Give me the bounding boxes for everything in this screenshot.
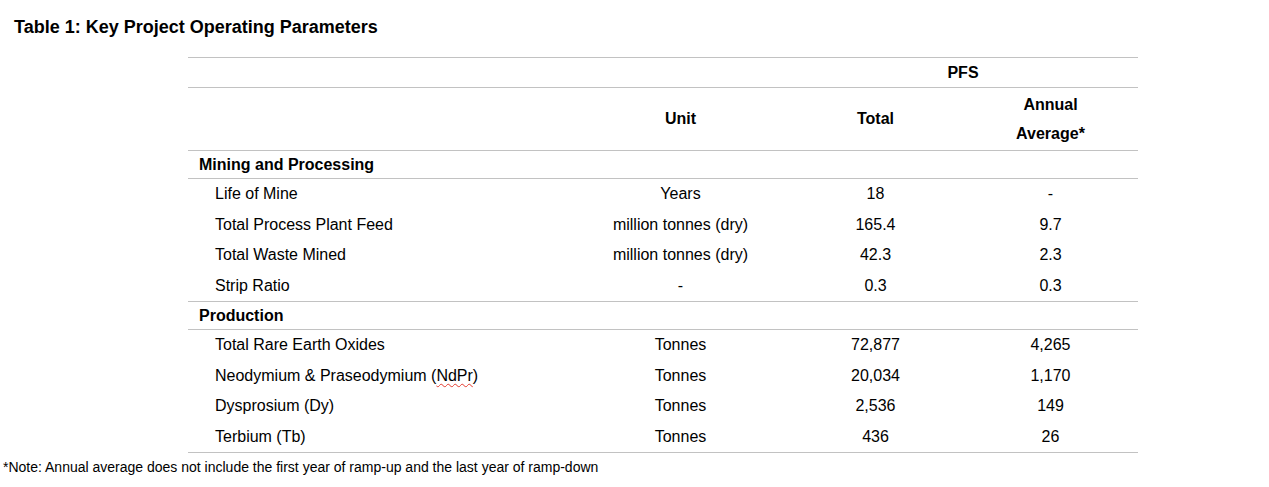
spellcheck-flagged-word[interactable]: NdPr	[436, 367, 472, 384]
param-cell: Total Process Plant Feed	[188, 209, 573, 240]
param-cell: Total Rare Earth Oxides	[188, 330, 573, 361]
group-header-pfs: PFS	[788, 58, 1138, 88]
column-header-annual-average-label: Annual Average*	[1005, 90, 1097, 148]
section-header-mining-and-processing: Mining and Processing	[188, 151, 1138, 179]
annual-average-cell: 1,170	[963, 360, 1138, 391]
unit-cell: Years	[573, 179, 788, 210]
table-title: Table 1: Key Project Operating Parameter…	[14, 16, 378, 38]
table-row: Neodymium & Praseodymium (NdPr) Tonnes 2…	[188, 360, 1138, 391]
param-cell: Total Waste Mined	[188, 240, 573, 271]
column-header-total: Total	[788, 88, 963, 151]
unit-cell: Tonnes	[573, 360, 788, 391]
unit-cell: Tonnes	[573, 422, 788, 453]
document-page: Table 1: Key Project Operating Parameter…	[0, 0, 1269, 487]
annual-average-cell: -	[963, 179, 1138, 210]
param-label-suffix: )	[473, 367, 478, 384]
table-row: Life of Mine Years 18 -	[188, 179, 1138, 210]
table-row: Dysprosium (Dy) Tonnes 2,536 149	[188, 391, 1138, 422]
unit-cell: Tonnes	[573, 391, 788, 422]
table-row: Total Waste Mined million tonnes (dry) 4…	[188, 240, 1138, 271]
unit-cell: -	[573, 271, 788, 302]
annual-average-cell: 4,265	[963, 330, 1138, 361]
param-cell: Strip Ratio	[188, 271, 573, 302]
total-cell: 72,877	[788, 330, 963, 361]
param-cell: Neodymium & Praseodymium (NdPr)	[188, 360, 573, 391]
empty-cell	[188, 58, 788, 88]
annual-average-cell: 2.3	[963, 240, 1138, 271]
unit-cell: million tonnes (dry)	[573, 240, 788, 271]
total-cell: 2,536	[788, 391, 963, 422]
total-cell: 20,034	[788, 360, 963, 391]
total-cell: 18	[788, 179, 963, 210]
annual-average-cell: 0.3	[963, 271, 1138, 302]
total-cell: 436	[788, 422, 963, 453]
section-header-label: Mining and Processing	[188, 151, 1138, 179]
column-header-unit: Unit	[573, 88, 788, 151]
table-row: Total Rare Earth Oxides Tonnes 72,877 4,…	[188, 330, 1138, 361]
table-row: Total Process Plant Feed million tonnes …	[188, 209, 1138, 240]
total-cell: 0.3	[788, 271, 963, 302]
param-cell: Life of Mine	[188, 179, 573, 210]
param-label-prefix: Neodymium & Praseodymium (	[215, 367, 436, 384]
operating-parameters-table: PFS Unit Total Annual Average* Mining an…	[188, 57, 1138, 453]
annual-average-cell: 9.7	[963, 209, 1138, 240]
table-row: Strip Ratio - 0.3 0.3	[188, 271, 1138, 302]
section-header-production: Production	[188, 302, 1138, 330]
param-cell: Terbium (Tb)	[188, 422, 573, 453]
column-header-row: Unit Total Annual Average*	[188, 88, 1138, 151]
total-cell: 42.3	[788, 240, 963, 271]
total-cell: 165.4	[788, 209, 963, 240]
unit-cell: million tonnes (dry)	[573, 209, 788, 240]
param-cell: Dysprosium (Dy)	[188, 391, 573, 422]
column-header-param	[188, 88, 573, 151]
group-header-row: PFS	[188, 58, 1138, 88]
section-header-label: Production	[188, 302, 1138, 330]
annual-average-cell: 26	[963, 422, 1138, 453]
table-row: Terbium (Tb) Tonnes 436 26	[188, 422, 1138, 453]
table-footnote: *Note: Annual average does not include t…	[3, 458, 598, 476]
unit-cell: Tonnes	[573, 330, 788, 361]
column-header-annual-average: Annual Average*	[963, 88, 1138, 151]
annual-average-cell: 149	[963, 391, 1138, 422]
